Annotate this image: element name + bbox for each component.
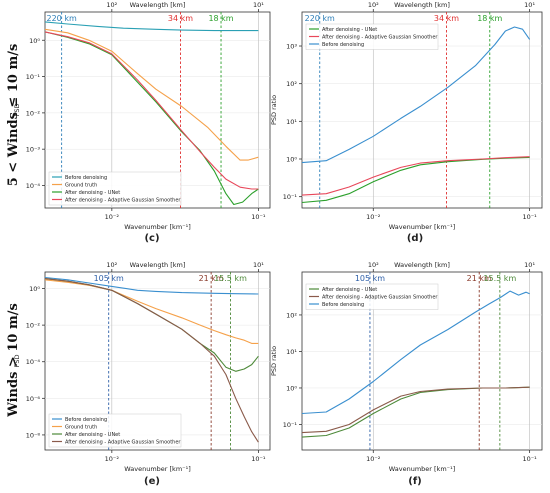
y-tick-label: 10⁰ (286, 384, 297, 392)
panel-caption: (c) (144, 233, 159, 244)
legend-box (48, 171, 182, 206)
x-tick-label: 10⁻² (105, 213, 120, 221)
y-axis-label: PSD (13, 103, 21, 116)
y-tick-label: 10¹ (286, 348, 297, 356)
legend-entry: After denoising - Adaptive Gaussian Smoo… (322, 295, 438, 301)
y-axis-label: PSD (13, 354, 21, 367)
reference-line-label: 15.5 km (214, 274, 247, 283)
reference-line-label: 21 km (467, 274, 492, 283)
x-tick-label: 10⁻² (366, 455, 381, 463)
top-tick-label: 10² (368, 1, 379, 9)
top-tick-label: 10¹ (253, 261, 264, 269)
y-tick-label: 10⁰ (29, 285, 40, 293)
top-tick-label: 10² (106, 1, 117, 9)
top-axis-label: Wavelength [km] (130, 261, 186, 269)
legend-entry: Ground truth (65, 183, 97, 189)
series-line (301, 26, 531, 164)
legend-entry: Before denoising (322, 42, 364, 48)
top-axis-label: Wavelength [km] (394, 1, 450, 9)
y-tick-label: 10⁻⁴ (26, 182, 41, 190)
y-tick-label: 10⁰ (29, 37, 40, 45)
legend-entry: After denoising - Adaptive Gaussian Smoo… (65, 440, 181, 446)
top-tick-label: 10² (368, 261, 379, 269)
panel-f: 10² 10¹ 10⁰ 10⁻¹ 10⁻² 10⁻¹ 10² 10¹ Wavenumber [k… (270, 261, 543, 487)
y-tick-label: 10⁻³ (26, 146, 41, 154)
y-tick-label: 10² (286, 311, 297, 319)
x-axis-label: Wavenumber [km⁻¹] (389, 223, 455, 231)
y-tick-label: 10⁻¹ (26, 73, 41, 81)
y-axis-label: PSD ratio (270, 346, 278, 376)
x-axis-label: Wavenumber [km⁻¹] (389, 465, 455, 473)
legend-box (305, 23, 439, 50)
row-label-top: 5 < Winds ≤ 10 m/s (6, 44, 21, 187)
x-axis-label: Wavenumber [km⁻¹] (124, 223, 190, 231)
series-line (301, 290, 530, 415)
top-tick-label: 10¹ (524, 1, 535, 9)
legend-entry: After denoising - Adaptive Gaussian Smoo… (322, 35, 438, 41)
y-tick-label: 10⁻² (26, 322, 41, 330)
top-axis-label: Wavelength [km] (394, 261, 450, 269)
y-tick-label: 10⁻⁴ (26, 358, 41, 366)
x-tick-label: 10⁻¹ (522, 455, 537, 463)
top-tick-label: 10¹ (524, 261, 535, 269)
y-tick-label: 10⁻⁸ (26, 431, 41, 439)
legend-entry: Before denoising (65, 175, 107, 181)
y-tick-label: 10¹ (286, 118, 297, 126)
series-line (301, 156, 530, 196)
legend-entry: Before denoising (65, 417, 107, 423)
x-axis-label: Wavenumber [km⁻¹] (124, 465, 190, 473)
series-line (44, 21, 259, 32)
x-tick-label: 10⁻¹ (251, 213, 266, 221)
x-tick-label: 10⁻¹ (522, 213, 537, 221)
reference-line-label: 34 km (434, 14, 459, 23)
reference-line-label: 34 km (168, 14, 193, 23)
series-line (44, 278, 259, 443)
y-axis-label: PSD ratio (270, 95, 278, 125)
y-tick-label: 10⁰ (286, 156, 297, 164)
legend-box (305, 283, 439, 310)
panel-caption: (d) (407, 233, 423, 244)
reference-line-label: 105 km (355, 274, 385, 283)
series-line (44, 276, 259, 295)
reference-line-label: 105 km (94, 274, 124, 283)
legend-box (48, 413, 182, 448)
row-label-bottom: Winds > 10 m/s (6, 303, 21, 418)
x-tick-label: 10⁻¹ (251, 455, 266, 463)
y-tick-label: 10⁻⁶ (26, 395, 41, 403)
series-line (301, 386, 530, 434)
top-axis-label: Wavelength [km] (130, 1, 186, 9)
y-tick-label: 10⁻¹ (283, 193, 298, 201)
panel-e: 10⁰ 10⁻² 10⁻⁴ 10⁻⁶ 10⁻⁸ 10⁻² 10⁻¹ 10² 10¹ Wavenum… (13, 261, 271, 487)
y-tick-label: 10⁻¹ (283, 421, 298, 429)
y-tick-label: 10⁻² (26, 109, 41, 117)
reference-line-label: 21 km (199, 274, 224, 283)
legend-entry: After denoising - UNet (65, 432, 120, 438)
x-tick-label: 10⁻² (105, 455, 120, 463)
panel-caption: (e) (144, 476, 160, 487)
panel-c: 10⁰ 10⁻¹ 10⁻² 10⁻³ 10⁻⁴ 10⁻² 10⁻¹ 10² 10¹ Wavenum… (13, 1, 271, 244)
reference-line-label: 220 km (47, 14, 77, 23)
legend-entry: After denoising - UNet (322, 287, 377, 293)
top-tick-label: 10² (106, 261, 117, 269)
legend-entry: Ground truth (65, 425, 97, 431)
reference-line-label: 18 km (477, 14, 502, 23)
series-line (44, 31, 259, 190)
reference-line-label: 220 km (305, 14, 335, 23)
y-tick-label: 10² (286, 80, 297, 88)
reference-line-label: 18 km (208, 14, 233, 23)
x-tick-label: 10⁻² (366, 213, 381, 221)
panel-d: 10³ 10² 10¹ 10⁰ 10⁻¹ 10⁻² 10⁻¹ 10² 10¹ Wavenumber… (270, 1, 543, 244)
legend-entry: After denoising - Adaptive Gaussian Smoo… (65, 198, 181, 204)
legend-entry: Before denoising (322, 302, 364, 308)
series-line (44, 28, 259, 161)
legend-entry: After denoising - UNet (322, 27, 377, 33)
top-tick-label: 10¹ (253, 1, 264, 9)
y-tick-label: 10³ (286, 43, 297, 51)
reference-line-label: 15.5 km (483, 274, 516, 283)
legend-entry: After denoising - UNet (65, 190, 120, 196)
panel-caption: (f) (408, 476, 422, 487)
